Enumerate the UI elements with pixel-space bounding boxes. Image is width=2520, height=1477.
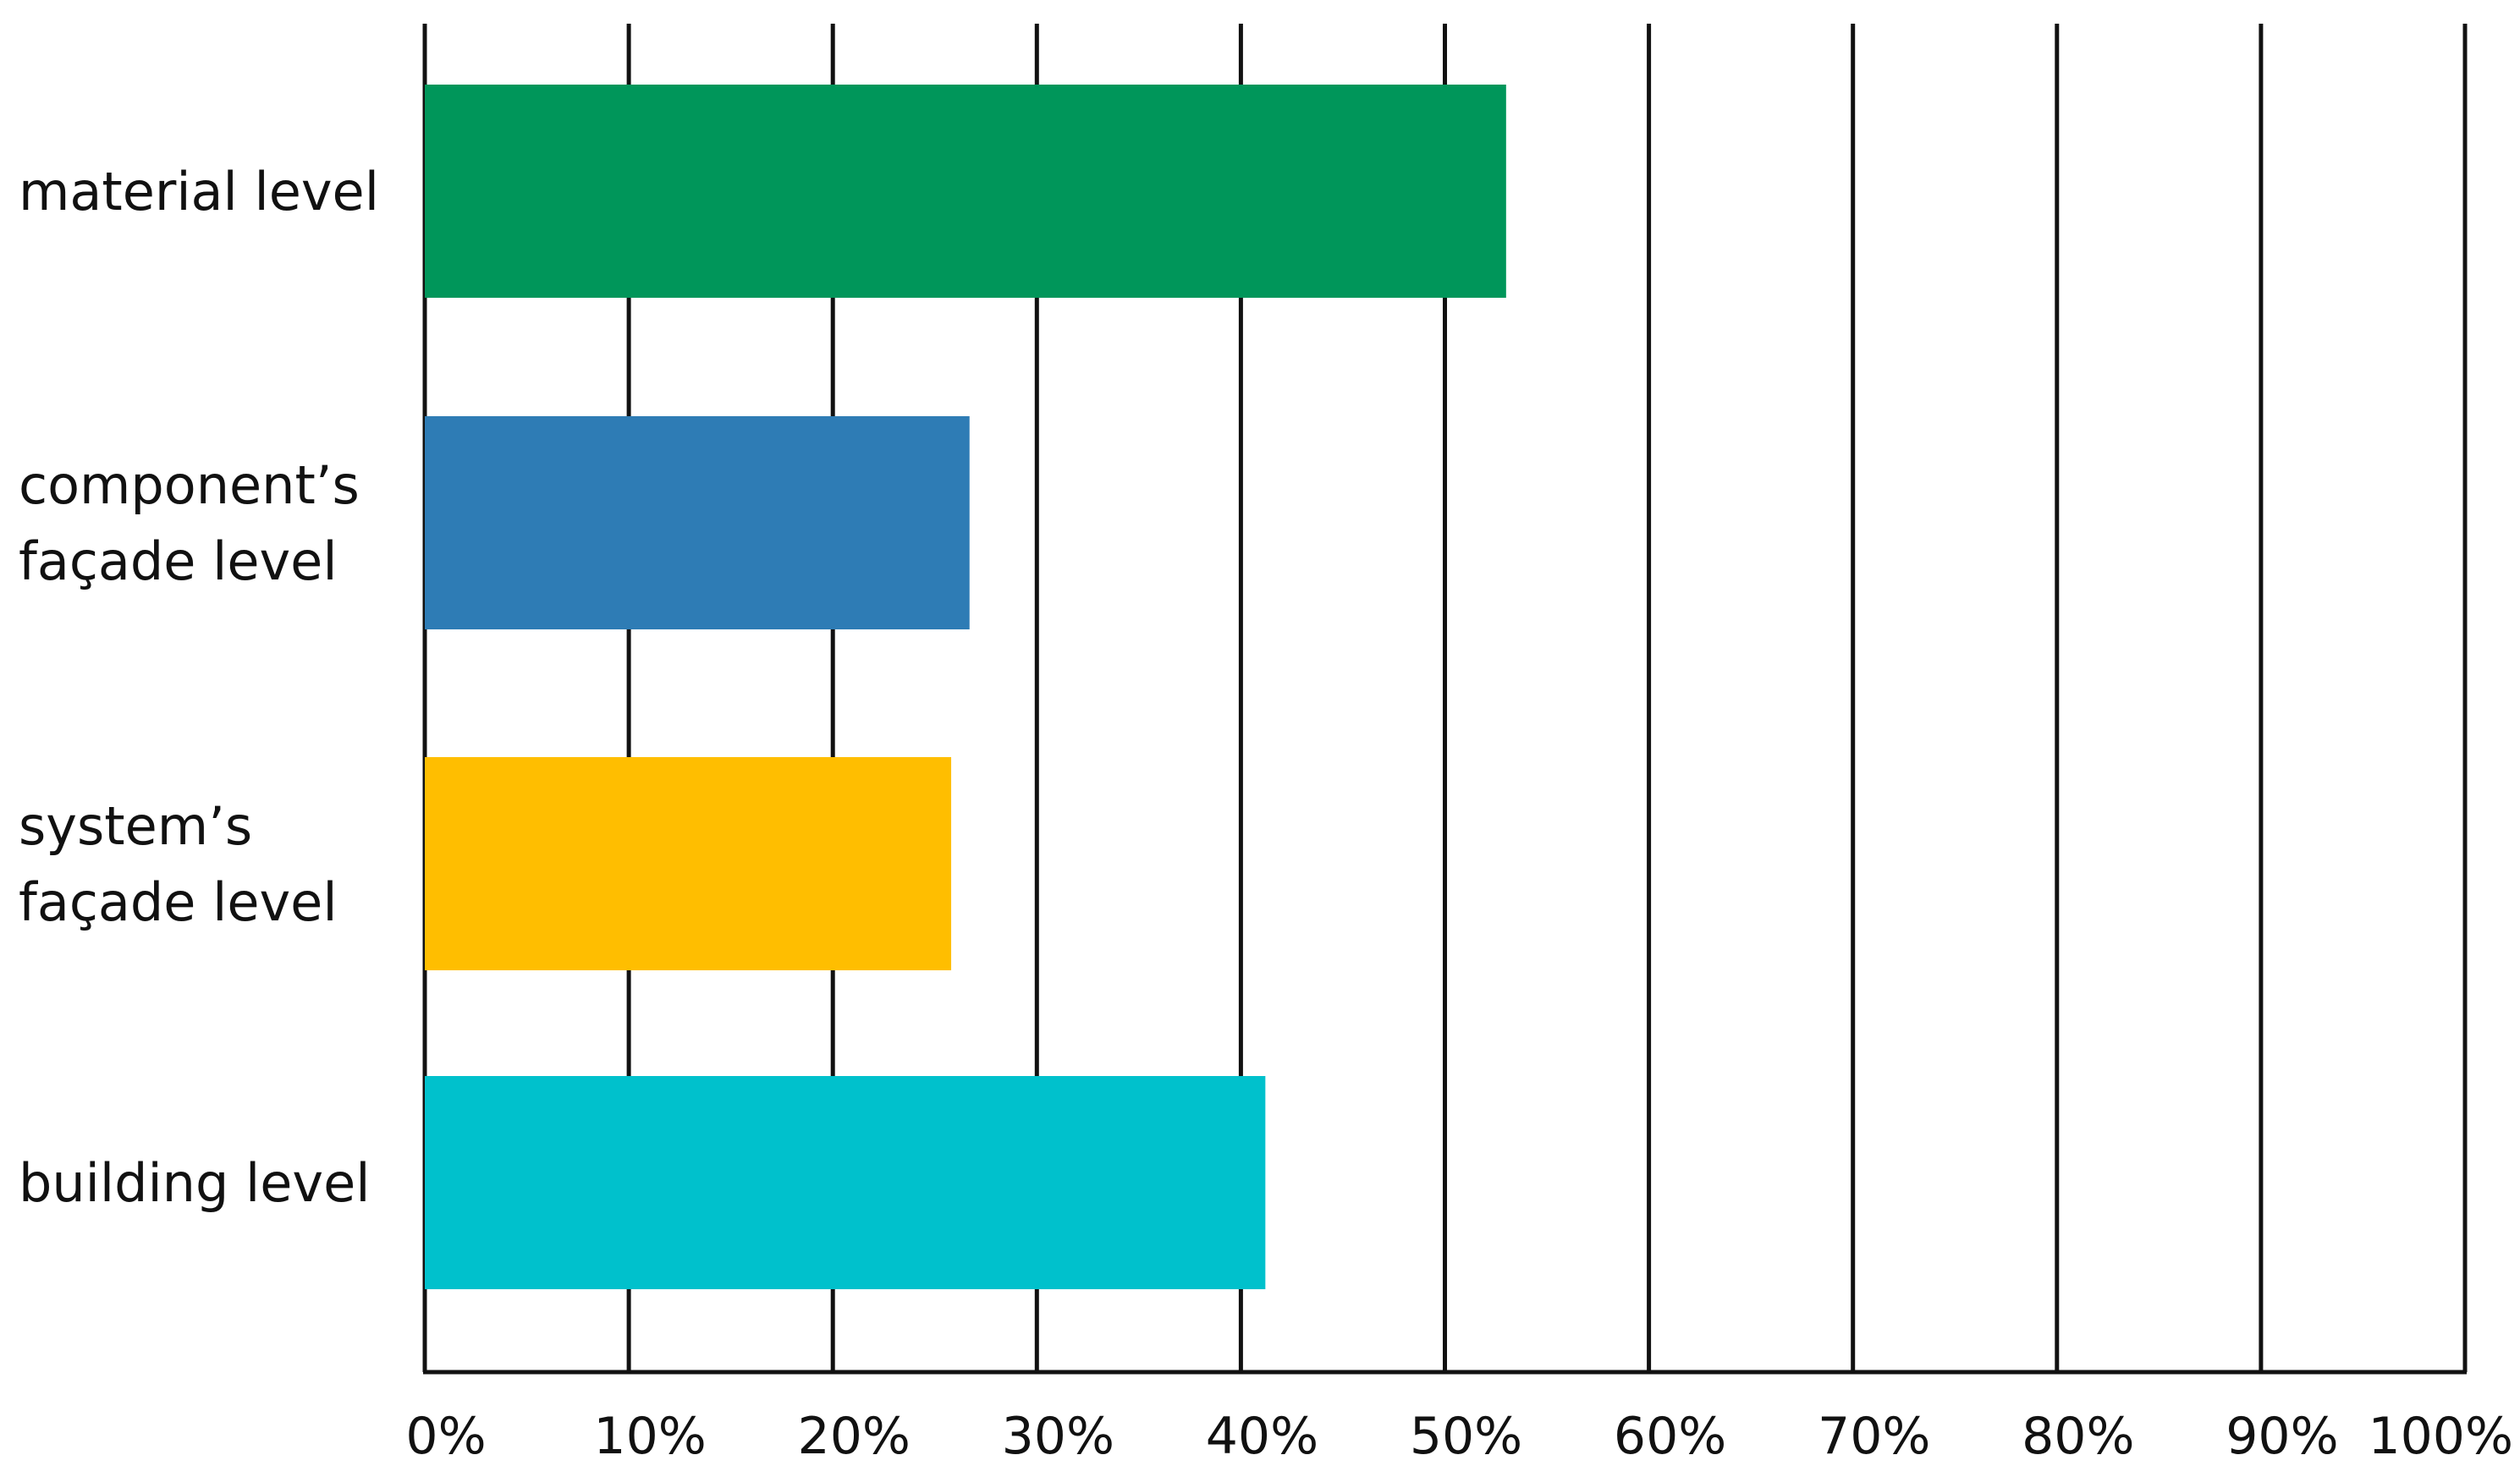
bar-3: [425, 1076, 1266, 1289]
category-label-line: component’s: [19, 454, 360, 516]
category-label-line: building level: [19, 1152, 370, 1214]
category-label-1: component’s façade level: [19, 454, 360, 592]
tick-label-100: 100%: [2368, 1407, 2513, 1466]
tick-label-50: 50%: [1410, 1407, 1522, 1466]
tick-label-30: 30%: [1002, 1407, 1114, 1466]
category-label-line: façade level: [19, 871, 338, 933]
category-label-line: façade level: [19, 530, 338, 592]
tick-label-60: 60%: [1614, 1407, 1726, 1466]
bar-1: [425, 416, 970, 629]
bar-2: [425, 757, 952, 970]
category-label-3: building level: [19, 1152, 370, 1214]
tick-label-70: 70%: [1818, 1407, 1930, 1466]
category-label-0: material level: [19, 161, 379, 222]
category-label-line: system’s: [19, 795, 252, 857]
bars: [425, 85, 1506, 1289]
bar-0: [425, 85, 1506, 298]
tick-label-10: 10%: [593, 1407, 706, 1466]
tick-label-80: 80%: [2022, 1407, 2134, 1466]
category-label-2: system’s façade level: [19, 795, 338, 933]
tick-label-40: 40%: [1206, 1407, 1318, 1466]
category-label-line: material level: [19, 161, 379, 222]
tick-labels: 0% 10% 20% 30% 40% 50% 60% 70% 80% 90% 100%: [405, 1407, 2513, 1466]
tick-label-20: 20%: [798, 1407, 911, 1466]
tick-label-90: 90%: [2226, 1407, 2338, 1466]
tick-label-0: 0%: [405, 1407, 486, 1466]
